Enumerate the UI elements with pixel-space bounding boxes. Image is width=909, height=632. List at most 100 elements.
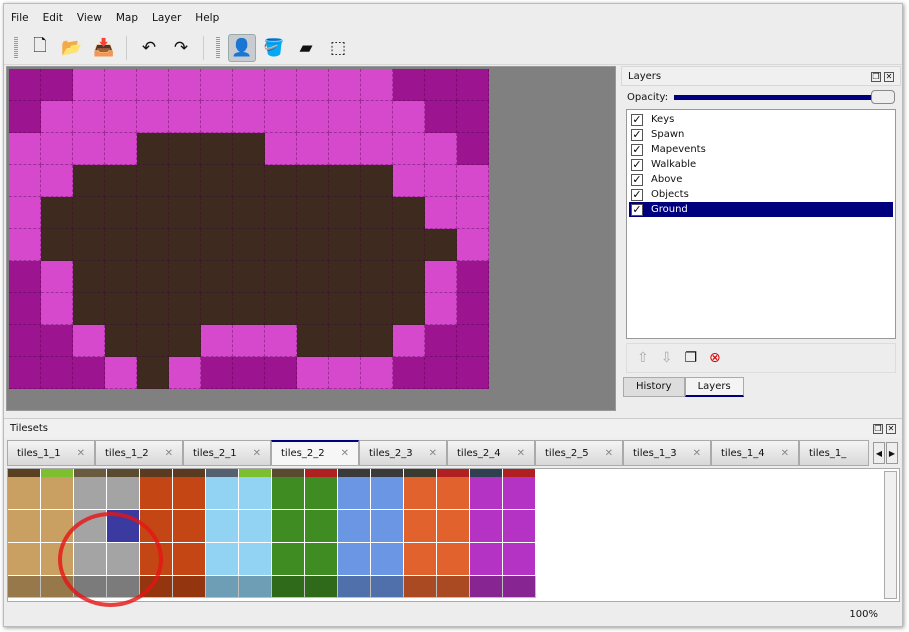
tileset-tile[interactable] [404, 510, 437, 543]
map-tile[interactable] [233, 133, 265, 165]
map-tile[interactable] [9, 101, 41, 133]
map-tile[interactable] [329, 165, 361, 197]
tileset-tile[interactable] [437, 510, 470, 543]
map-tile[interactable] [9, 293, 41, 325]
tile-strip[interactable] [173, 469, 206, 477]
tileset-tile[interactable] [404, 477, 437, 510]
tab-history[interactable]: History [623, 377, 685, 397]
tileset-tile[interactable] [8, 477, 41, 510]
map-tile[interactable] [41, 165, 73, 197]
tab-tiles_1_2[interactable]: tiles_1_2 ✕ [95, 440, 183, 466]
map-tile[interactable] [137, 133, 169, 165]
map-tile[interactable] [361, 325, 393, 357]
layer-visibility-checkbox[interactable]: ✓ [631, 112, 643, 126]
map-tile[interactable] [393, 261, 425, 293]
tab-tiles_2_5[interactable]: tiles_2_5 ✕ [535, 440, 623, 466]
map-tile[interactable] [9, 133, 41, 165]
map-tile[interactable] [297, 325, 329, 357]
layer-item[interactable]: ✓ Mapevents [629, 142, 893, 157]
tab-scroll-left-icon[interactable]: ◀ [873, 442, 885, 464]
map-tile[interactable] [201, 357, 233, 389]
map-tile[interactable] [169, 69, 201, 101]
open-button[interactable]: 📂 [58, 34, 86, 62]
map-tile[interactable] [329, 261, 361, 293]
map-tile[interactable] [425, 197, 457, 229]
map-tile[interactable] [169, 261, 201, 293]
tab-scroll-right-icon[interactable]: ▶ [886, 442, 898, 464]
tileset-tile[interactable] [8, 543, 41, 576]
map-tile[interactable] [265, 69, 297, 101]
map-tile[interactable] [425, 357, 457, 389]
map-tile[interactable] [41, 101, 73, 133]
map-tile[interactable] [137, 165, 169, 197]
map-tile[interactable] [265, 293, 297, 325]
map-tile[interactable] [137, 325, 169, 357]
map-tile[interactable] [41, 197, 73, 229]
map-tile[interactable] [137, 101, 169, 133]
map-tile[interactable] [361, 229, 393, 261]
tile-strip[interactable] [437, 469, 470, 477]
map-tile[interactable] [425, 229, 457, 261]
map-tile[interactable] [73, 69, 105, 101]
map-tile[interactable] [329, 197, 361, 229]
tile-strip[interactable] [206, 469, 239, 477]
tileset-tile[interactable] [338, 477, 371, 510]
map-tile[interactable] [361, 69, 393, 101]
map-tile[interactable] [265, 357, 297, 389]
map-tile[interactable] [169, 165, 201, 197]
tab-tiles_1_4[interactable]: tiles_1_4 ✕ [711, 440, 799, 466]
map-tile[interactable] [201, 69, 233, 101]
map-tile[interactable] [329, 69, 361, 101]
map-tile[interactable] [457, 229, 489, 261]
tileset-tile[interactable] [371, 543, 404, 576]
map-tile[interactable] [233, 197, 265, 229]
tileset-tile[interactable] [470, 510, 503, 543]
tileset-tile[interactable] [338, 543, 371, 576]
map-tile[interactable] [329, 357, 361, 389]
tab-tiles_1_[interactable]: tiles_1_ [799, 440, 869, 466]
close-tab-icon[interactable]: ✕ [252, 447, 261, 459]
map-tile[interactable] [201, 261, 233, 293]
map-tile[interactable] [233, 165, 265, 197]
map-tile[interactable] [41, 133, 73, 165]
tileset-tile[interactable] [272, 477, 305, 510]
tileset-tile[interactable] [503, 510, 536, 543]
map-tile[interactable] [169, 357, 201, 389]
map-tile[interactable] [201, 165, 233, 197]
tileset-tile[interactable] [206, 510, 239, 543]
toolbar-grip[interactable] [14, 36, 18, 59]
tileset-tile[interactable] [503, 576, 536, 598]
tileset-tile[interactable] [206, 477, 239, 510]
map-tile[interactable] [73, 261, 105, 293]
tile-strip[interactable] [74, 469, 107, 477]
tileset-tile[interactable] [140, 477, 173, 510]
map-tile[interactable] [73, 101, 105, 133]
tile-strip[interactable] [8, 469, 41, 477]
map-tile[interactable] [265, 101, 297, 133]
map-tile[interactable] [137, 197, 169, 229]
map-tile[interactable] [169, 197, 201, 229]
map-tile[interactable] [425, 261, 457, 293]
map-tile[interactable] [457, 101, 489, 133]
map-tile[interactable] [201, 325, 233, 357]
map-tile[interactable] [73, 325, 105, 357]
map-tile[interactable] [265, 325, 297, 357]
tileset-tile[interactable] [470, 543, 503, 576]
tile-strip[interactable] [272, 469, 305, 477]
map-tile[interactable] [425, 165, 457, 197]
tileset-tile[interactable] [503, 543, 536, 576]
map-tile[interactable] [297, 165, 329, 197]
map-tile[interactable] [233, 293, 265, 325]
map-canvas[interactable] [9, 69, 489, 389]
map-tile[interactable] [169, 229, 201, 261]
eraser-button[interactable]: ▰ [292, 34, 320, 62]
tileset-tile[interactable] [272, 543, 305, 576]
tileset-tile[interactable] [206, 576, 239, 598]
rect-select-button[interactable]: ⬚ [324, 34, 352, 62]
close-tab-icon[interactable]: ✕ [164, 447, 173, 459]
map-tile[interactable] [137, 69, 169, 101]
tileset-tile[interactable] [239, 477, 272, 510]
tileset-tile[interactable] [437, 576, 470, 598]
layer-item[interactable]: ✓ Ground [629, 202, 893, 217]
redo-button[interactable]: ↷ [167, 34, 195, 62]
